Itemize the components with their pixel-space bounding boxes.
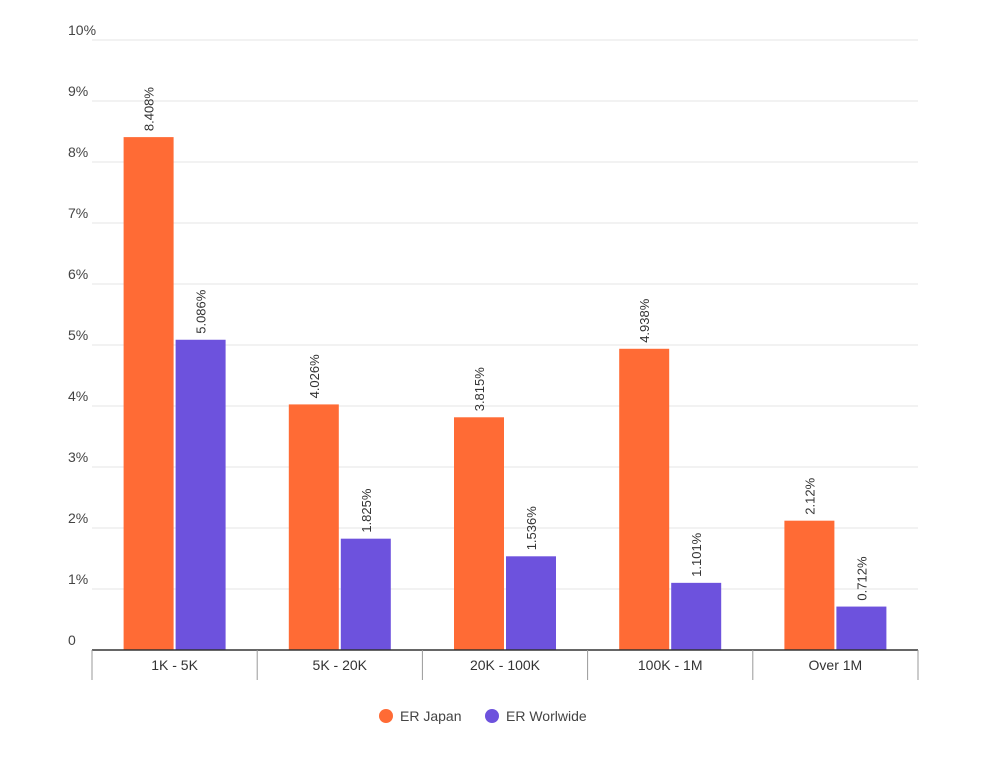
bar-er-worldwide[interactable] xyxy=(506,556,556,650)
y-tick-label: 9% xyxy=(68,83,88,99)
bar-er-worldwide[interactable] xyxy=(671,582,722,650)
y-axis-ticks: 0 1% 2% 3% 4% 5% 6% 7% 8% 9% 10% xyxy=(68,22,96,648)
y-tick-label: 8% xyxy=(68,144,88,160)
x-tick-label: Over 1M xyxy=(809,657,863,673)
bar-er-worldwide[interactable] xyxy=(836,606,887,650)
legend-label: ER Worlwide xyxy=(506,708,587,724)
data-label: 2.12% xyxy=(802,477,817,514)
data-label: 4.938% xyxy=(637,298,652,343)
data-label: 0.712% xyxy=(854,556,869,601)
bar-er-worldwide[interactable] xyxy=(175,339,226,650)
data-label: 4.026% xyxy=(307,354,322,399)
y-tick-label: 1% xyxy=(68,571,88,587)
bar-er-japan[interactable] xyxy=(288,404,339,650)
bar-er-japan[interactable] xyxy=(784,520,835,650)
y-tick-label: 10% xyxy=(68,22,96,38)
legend[interactable]: ER Japan ER Worlwide xyxy=(379,708,587,724)
y-tick-label: 7% xyxy=(68,205,88,221)
data-label: 8.408% xyxy=(142,87,157,132)
x-tick-label: 1K - 5K xyxy=(151,657,198,673)
data-label: 1.825% xyxy=(359,488,374,533)
y-tick-label: 6% xyxy=(68,266,88,282)
data-label: 1.101% xyxy=(689,532,704,577)
x-axis: 1K - 5K 5K - 20K 20K - 100K 100K - 1M Over 1… xyxy=(91,649,919,680)
y-tick-label: 2% xyxy=(68,510,88,526)
data-label: 1.536% xyxy=(524,506,539,551)
bar-er-worldwide[interactable] xyxy=(340,538,391,650)
y-tick-label: 0 xyxy=(68,632,76,648)
bars xyxy=(123,137,887,650)
bar-er-japan[interactable] xyxy=(123,137,174,650)
y-tick-label: 4% xyxy=(68,388,88,404)
bar-er-japan[interactable] xyxy=(619,348,670,650)
x-tick-label: 5K - 20K xyxy=(313,657,368,673)
legend-item-er-worldwide[interactable]: ER Worlwide xyxy=(485,708,587,724)
gridlines xyxy=(92,39,918,590)
data-labels: 8.408% 5.086% 4.026% 1.825% 3.815% 1.536% 4.93… xyxy=(142,87,870,601)
legend-label: ER Japan xyxy=(400,708,461,724)
y-tick-label: 3% xyxy=(68,449,88,465)
x-tick-label: 20K - 100K xyxy=(470,657,541,673)
legend-swatch xyxy=(379,709,393,723)
data-label: 3.815% xyxy=(472,367,487,412)
y-tick-label: 5% xyxy=(68,327,88,343)
legend-swatch xyxy=(485,709,499,723)
bar-er-japan[interactable] xyxy=(454,417,504,650)
data-label: 5.086% xyxy=(194,289,209,334)
x-tick-label: 100K - 1M xyxy=(638,657,703,673)
legend-item-er-japan[interactable]: ER Japan xyxy=(379,708,461,724)
